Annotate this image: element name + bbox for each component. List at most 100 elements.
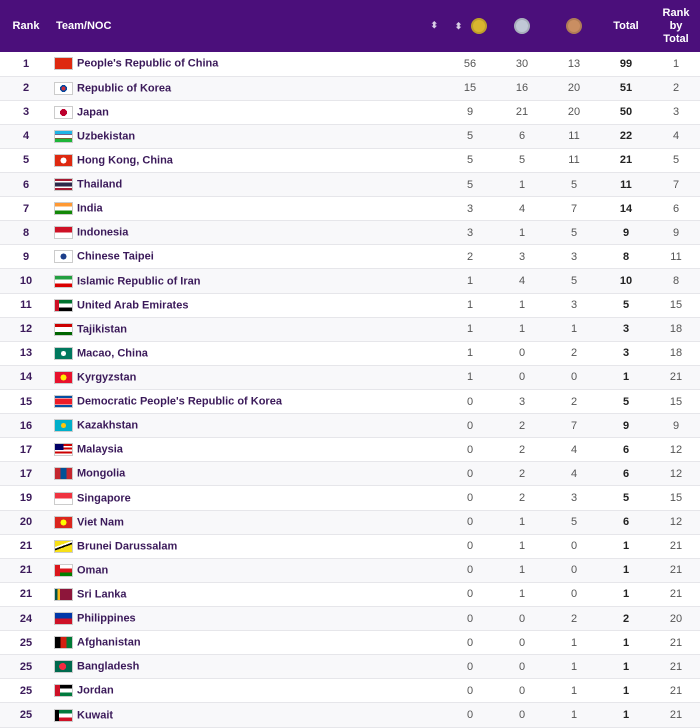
- table-row[interactable]: 9 Chinese Taipei 2 3 3 8 11: [0, 245, 700, 269]
- team-cell[interactable]: India: [52, 197, 444, 221]
- team-name[interactable]: Kyrgyzstan: [77, 371, 137, 384]
- team-name[interactable]: Indonesia: [77, 226, 129, 239]
- team-name[interactable]: Mongolia: [77, 467, 126, 480]
- team-name[interactable]: Jordan: [77, 684, 114, 697]
- table-row[interactable]: 11 United Arab Emirates 1 1 3 5 15: [0, 293, 700, 318]
- team-cell[interactable]: Macao, China: [52, 341, 444, 365]
- table-row[interactable]: 6 Thailand 5 1 5 11 7: [0, 172, 700, 197]
- table-row[interactable]: 2 Republic of Korea 15 16 20 51 2: [0, 76, 700, 101]
- rank-by-total-header[interactable]: Rank by Total: [662, 6, 690, 45]
- table-row[interactable]: 24 Philippines 0 0 2 2 20: [0, 606, 700, 631]
- team-name[interactable]: Democratic People's Republic of Korea: [77, 395, 282, 408]
- team-cell[interactable]: Thailand: [52, 173, 444, 197]
- team-name[interactable]: Philippines: [77, 612, 136, 625]
- team-cell[interactable]: Kyrgyzstan: [52, 365, 444, 389]
- table-row[interactable]: 1 People's Republic of China 56 30 13 99 1: [0, 52, 700, 77]
- table-row[interactable]: 10 Islamic Republic of Iran 1 4 5 10 8: [0, 268, 700, 294]
- team-name[interactable]: Hong Kong, China: [77, 154, 173, 167]
- team-name[interactable]: Uzbekistan: [77, 130, 136, 143]
- team-name[interactable]: Singapore: [77, 492, 131, 505]
- team-cell[interactable]: Tajikistan: [52, 317, 444, 341]
- team-name[interactable]: Chinese Taipei: [77, 250, 154, 263]
- table-row[interactable]: 21 Sri Lanka 0 1 0 1 21: [0, 582, 700, 607]
- rank-cell: 21: [19, 588, 33, 601]
- team-cell[interactable]: Democratic People's Republic of Korea: [52, 390, 444, 414]
- team-name[interactable]: Afghanistan: [77, 636, 141, 649]
- team-name[interactable]: Tajikistan: [77, 323, 127, 336]
- team-cell[interactable]: Hong Kong, China: [52, 148, 444, 172]
- table-row[interactable]: 3 Japan 9 21 20 50 3: [0, 100, 700, 125]
- bronze-count: 5: [570, 226, 578, 239]
- bronze-header[interactable]: [548, 0, 600, 52]
- team-name[interactable]: Kuwait: [77, 709, 114, 721]
- team-cell[interactable]: Japan: [52, 100, 444, 124]
- table-row[interactable]: 19 Singapore 0 2 3 5 15: [0, 486, 700, 511]
- table-row[interactable]: 21 Oman 0 1 0 1 21: [0, 558, 700, 583]
- team-cell[interactable]: Afghanistan: [52, 631, 444, 655]
- team-cell[interactable]: Uzbekistan: [52, 124, 444, 148]
- team-cell[interactable]: Islamic Republic of Iran: [52, 269, 444, 293]
- sort-icon[interactable]: ⬍: [430, 20, 438, 30]
- team-cell[interactable]: Sri Lanka: [52, 582, 444, 606]
- team-cell[interactable]: Brunei Darussalam: [52, 534, 444, 558]
- table-row[interactable]: 12 Tajikistan 1 1 1 3 18: [0, 317, 700, 342]
- team-cell[interactable]: Chinese Taipei: [52, 245, 444, 269]
- gold-header[interactable]: ⬍: [444, 0, 496, 52]
- team-name[interactable]: Thailand: [77, 178, 123, 191]
- team-cell[interactable]: Jordan: [52, 679, 444, 703]
- team-name[interactable]: Japan: [77, 106, 109, 119]
- team-cell[interactable]: Oman: [52, 558, 444, 582]
- team-cell[interactable]: Republic of Korea: [52, 76, 444, 100]
- silver-count: 1: [518, 323, 526, 336]
- team-cell[interactable]: People's Republic of China: [52, 52, 444, 76]
- table-row[interactable]: 4 Uzbekistan 5 6 11 22 4: [0, 124, 700, 149]
- table-row[interactable]: 5 Hong Kong, China 5 5 11 21 5: [0, 148, 700, 173]
- table-row[interactable]: 7 India 3 4 7 14 6: [0, 197, 700, 221]
- team-name[interactable]: People's Republic of China: [77, 57, 219, 70]
- team-cell[interactable]: Indonesia: [52, 221, 444, 245]
- table-row[interactable]: 16 Kazakhstan 0 2 7 9 9: [0, 413, 700, 438]
- team-header[interactable]: Team/NOC ⬍: [56, 20, 438, 32]
- team-name[interactable]: Viet Nam: [77, 516, 124, 529]
- team-name[interactable]: Bangladesh: [77, 660, 140, 673]
- team-cell[interactable]: Mongolia: [52, 462, 444, 486]
- rank-header[interactable]: Rank: [12, 20, 40, 32]
- team-name[interactable]: Oman: [77, 564, 109, 577]
- table-row[interactable]: 8 Indonesia 3 1 5 9 9: [0, 220, 700, 245]
- team-name[interactable]: United Arab Emirates: [77, 299, 189, 312]
- team-cell[interactable]: Kazakhstan: [52, 414, 444, 438]
- table-row[interactable]: 25 Afghanistan 0 0 1 1 21: [0, 631, 700, 655]
- team-cell[interactable]: Viet Nam: [52, 510, 444, 534]
- team-name[interactable]: Kazakhstan: [77, 419, 139, 432]
- rank-by-total-cell: 9: [672, 419, 680, 432]
- team-name[interactable]: Malaysia: [77, 443, 123, 456]
- team-name[interactable]: Sri Lanka: [77, 588, 127, 601]
- silver-header[interactable]: [496, 0, 548, 52]
- team-name[interactable]: Brunei Darussalam: [77, 540, 178, 553]
- total-header[interactable]: Total: [613, 20, 639, 32]
- table-row[interactable]: 25 Kuwait 0 0 1 1 21: [0, 702, 700, 728]
- table-row[interactable]: 13 Macao, China 1 0 2 3 18: [0, 341, 700, 366]
- team-name[interactable]: Islamic Republic of Iran: [77, 275, 201, 288]
- rank-by-total-cell: 6: [672, 202, 680, 215]
- sort-icon[interactable]: ⬍: [454, 20, 463, 31]
- team-cell[interactable]: Bangladesh: [52, 655, 444, 679]
- table-row[interactable]: 25 Bangladesh 0 0 1 1 21: [0, 654, 700, 679]
- table-row[interactable]: 14 Kyrgyzstan 1 0 0 1 21: [0, 365, 700, 390]
- table-row[interactable]: 21 Brunei Darussalam 0 1 0 1 21: [0, 534, 700, 559]
- team-cell[interactable]: Kuwait: [52, 703, 444, 727]
- team-cell[interactable]: Singapore: [52, 486, 444, 510]
- table-row[interactable]: 17 Mongolia 0 2 4 6 12: [0, 461, 700, 486]
- table-row[interactable]: 15 Democratic People's Republic of Korea 0…: [0, 390, 700, 414]
- team-name[interactable]: India: [77, 202, 103, 215]
- team-name[interactable]: Macao, China: [77, 347, 148, 360]
- table-row[interactable]: 17 Malaysia 0 2 4 6 12: [0, 438, 700, 462]
- team-cell[interactable]: Malaysia: [52, 438, 444, 462]
- total-count: 21: [619, 154, 633, 167]
- gold-count: 9: [466, 106, 474, 119]
- team-cell[interactable]: Philippines: [52, 607, 444, 631]
- team-cell[interactable]: United Arab Emirates: [52, 293, 444, 317]
- table-row[interactable]: 20 Viet Nam 0 1 5 6 12: [0, 510, 700, 535]
- table-row[interactable]: 25 Jordan 0 0 1 1 21: [0, 679, 700, 703]
- team-name[interactable]: Republic of Korea: [77, 82, 172, 95]
